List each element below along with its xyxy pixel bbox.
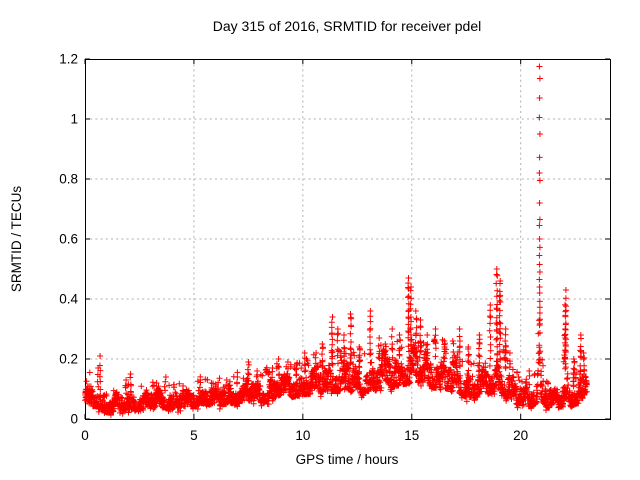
x-tick-label: 10 <box>295 428 310 443</box>
x-tick-label: 5 <box>190 428 198 443</box>
y-tick-label: 1.2 <box>59 52 78 67</box>
tick-labels: 0 5 10 15 20 0 0.2 0.4 0.6 0.8 1 1.2 <box>59 52 528 444</box>
y-tick-label: 0.4 <box>59 292 78 307</box>
x-axis-label: GPS time / hours <box>296 452 399 467</box>
y-tick-label: 0 <box>70 412 78 427</box>
x-tick-label: 20 <box>513 428 528 443</box>
y-tick-label: 1 <box>70 112 78 127</box>
y-tick-label: 0.8 <box>59 172 78 187</box>
scatter-points <box>82 63 590 419</box>
y-axis-label: SRMTID / TECUs <box>9 186 24 293</box>
plot-layers: 0 5 10 15 20 0 0.2 0.4 0.6 0.8 1 1.2 <box>59 52 611 444</box>
y-tick-label: 0.2 <box>59 352 78 367</box>
y-tick-label: 0.6 <box>59 232 78 247</box>
plot-title: Day 315 of 2016, SRMTID for receiver pde… <box>213 18 481 34</box>
axes-border <box>84 58 611 420</box>
x-tick-label: 0 <box>81 428 89 443</box>
x-tick-label: 15 <box>404 428 419 443</box>
grid-lines <box>85 59 610 419</box>
